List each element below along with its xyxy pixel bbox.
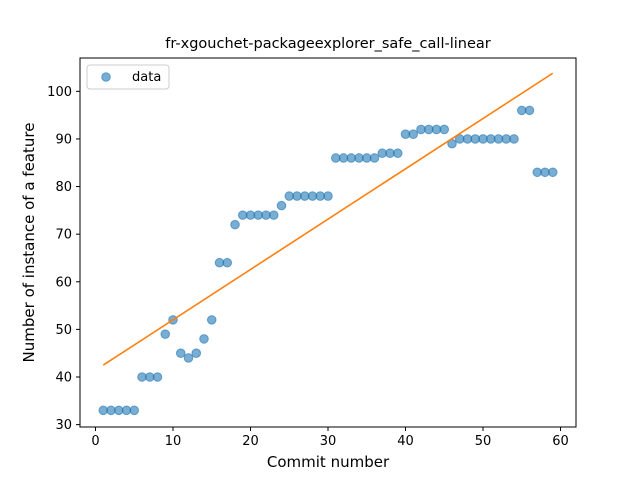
x-tick-label: 20	[242, 434, 259, 449]
x-tick-label: 30	[320, 434, 337, 449]
data-point	[324, 192, 333, 201]
x-tick-label: 40	[397, 434, 414, 449]
y-axis-label: Number of instance of a feature	[20, 123, 38, 363]
data-point	[184, 354, 193, 363]
y-axis-ticks: 30 40 50 60 70 80 90 100	[47, 85, 80, 433]
data-point	[192, 349, 201, 358]
y-tick-label: 100	[47, 85, 72, 100]
x-axis-label: Commit number	[267, 453, 390, 471]
data-point	[440, 125, 449, 134]
x-tick-label: 0	[91, 434, 99, 449]
y-tick-label: 40	[55, 371, 72, 386]
data-point	[409, 130, 418, 139]
data-point	[176, 349, 185, 358]
fit-line	[103, 73, 553, 365]
x-tick-label: 10	[165, 434, 182, 449]
y-tick-label: 50	[55, 323, 72, 338]
fit-line-layer	[103, 73, 553, 365]
y-tick-label: 80	[55, 180, 72, 195]
data-point	[200, 335, 209, 344]
data-point	[510, 135, 519, 144]
data-point	[130, 406, 139, 415]
data-point	[231, 220, 240, 229]
x-axis-ticks: 0 10 20 30 40 50 60	[91, 427, 568, 449]
data-point	[223, 258, 232, 267]
data-point	[207, 316, 216, 325]
legend-marker	[102, 73, 111, 82]
y-tick-label: 60	[55, 275, 72, 290]
y-tick-label: 90	[55, 132, 72, 147]
data-point	[277, 201, 286, 210]
data-point	[153, 373, 162, 382]
data-points	[99, 106, 557, 415]
legend: data	[87, 65, 169, 89]
legend-label-data: data	[132, 70, 161, 85]
data-point	[370, 154, 379, 163]
x-tick-label: 50	[475, 434, 492, 449]
y-tick-label: 70	[55, 228, 72, 243]
data-point	[161, 330, 170, 339]
chart-title: fr-xgouchet-packageexplorer_safe_call-li…	[165, 36, 490, 52]
data-point	[393, 149, 402, 158]
y-tick-label: 30	[55, 418, 72, 433]
plot-frame	[80, 58, 576, 427]
data-point	[525, 106, 534, 115]
data-point	[548, 168, 557, 177]
data-point	[269, 211, 278, 220]
x-tick-label: 60	[552, 434, 569, 449]
